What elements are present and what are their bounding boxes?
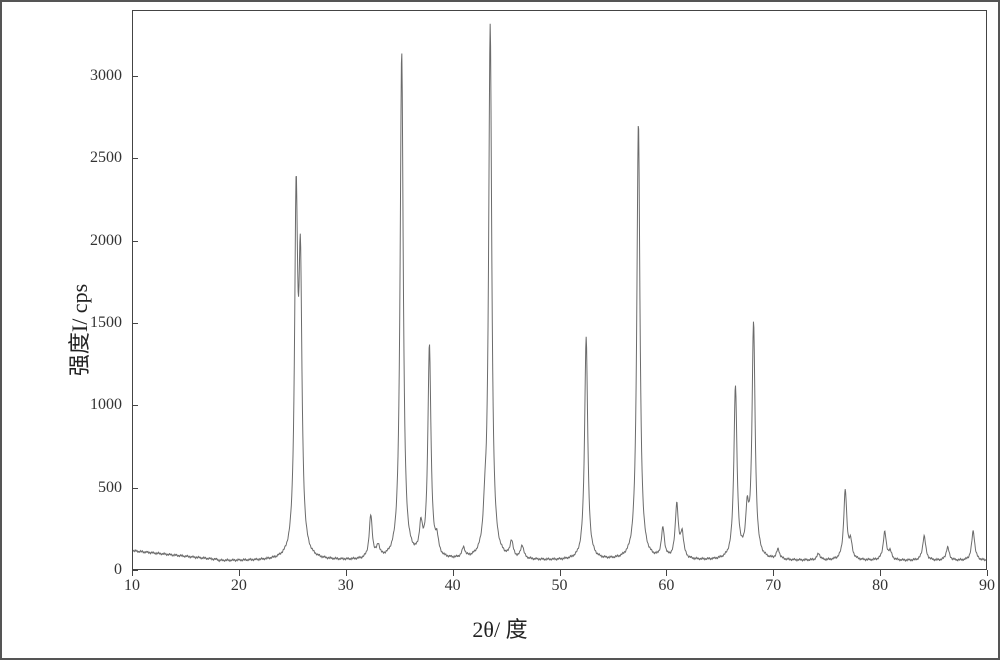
x-tick-label: 30 bbox=[331, 577, 361, 595]
x-tick-label: 40 bbox=[438, 577, 468, 595]
x-tick-mark bbox=[453, 570, 454, 576]
x-tick-mark bbox=[666, 570, 667, 576]
x-tick-label: 70 bbox=[758, 577, 788, 595]
figure-frame: 强度I/ cps 2θ/ 度 0500100015002000250030001… bbox=[0, 0, 1000, 660]
xrd-spectrum-path bbox=[133, 24, 986, 562]
x-tick-mark bbox=[132, 570, 133, 576]
y-tick-label: 3000 bbox=[72, 67, 122, 85]
y-tick-mark bbox=[132, 76, 138, 77]
spectrum-line bbox=[133, 11, 986, 569]
y-tick-mark bbox=[132, 405, 138, 406]
y-tick-label: 2500 bbox=[72, 149, 122, 167]
x-tick-label: 50 bbox=[545, 577, 575, 595]
x-tick-label: 20 bbox=[224, 577, 254, 595]
x-axis-label: 2θ/ 度 bbox=[472, 612, 527, 644]
x-tick-label: 10 bbox=[117, 577, 147, 595]
plot-area bbox=[132, 10, 987, 570]
y-tick-mark bbox=[132, 488, 138, 489]
y-tick-label: 1500 bbox=[72, 314, 122, 332]
x-tick-mark bbox=[560, 570, 561, 576]
x-tick-mark bbox=[987, 570, 988, 576]
y-tick-label: 1000 bbox=[72, 396, 122, 414]
y-tick-label: 2000 bbox=[72, 232, 122, 250]
y-tick-label: 500 bbox=[72, 479, 122, 497]
x-tick-mark bbox=[773, 570, 774, 576]
x-tick-label: 80 bbox=[865, 577, 895, 595]
y-tick-label: 0 bbox=[72, 561, 122, 579]
y-tick-mark bbox=[132, 158, 138, 159]
y-tick-mark bbox=[132, 323, 138, 324]
x-tick-label: 90 bbox=[972, 577, 1000, 595]
x-tick-mark bbox=[346, 570, 347, 576]
y-tick-mark bbox=[132, 241, 138, 242]
x-tick-mark bbox=[880, 570, 881, 576]
x-tick-mark bbox=[239, 570, 240, 576]
x-tick-label: 60 bbox=[651, 577, 681, 595]
